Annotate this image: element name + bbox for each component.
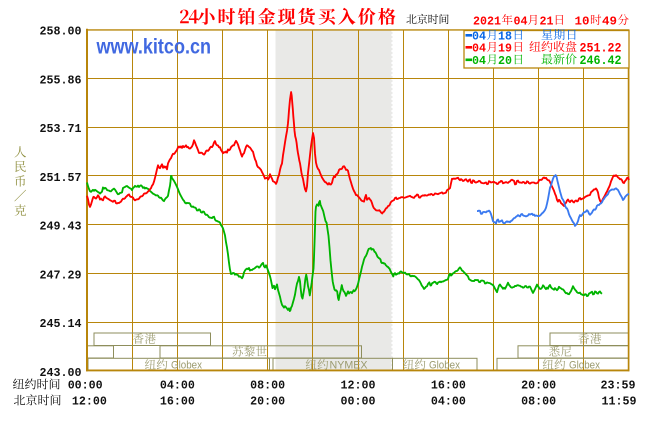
- svg-text:20: 20: [498, 54, 512, 68]
- svg-text:04: 04: [514, 14, 528, 28]
- svg-text:246.42: 246.42: [580, 54, 622, 68]
- svg-text:04:00: 04:00: [431, 394, 466, 408]
- svg-text:Globex: Globex: [429, 360, 460, 372]
- svg-text:04: 04: [472, 54, 486, 68]
- svg-text:253.71: 253.71: [40, 122, 82, 136]
- svg-text:16:00: 16:00: [431, 378, 466, 392]
- svg-text:258.00: 258.00: [40, 25, 82, 39]
- svg-text:20:00: 20:00: [521, 378, 556, 392]
- svg-text:245.14: 245.14: [40, 317, 82, 331]
- svg-text:21: 21: [540, 14, 554, 28]
- svg-text:2021: 2021: [473, 14, 501, 28]
- svg-text:04: 04: [472, 30, 486, 44]
- svg-text:Globex: Globex: [569, 360, 600, 372]
- svg-text:10: 10: [575, 14, 590, 28]
- svg-text:23:59: 23:59: [601, 378, 636, 392]
- svg-text:NYMEX: NYMEX: [330, 360, 369, 372]
- svg-text:49: 49: [602, 14, 617, 28]
- svg-text:18: 18: [498, 30, 512, 44]
- svg-text:04:00: 04:00: [160, 378, 195, 392]
- svg-text:00:00: 00:00: [68, 378, 103, 392]
- svg-text:16:00: 16:00: [160, 394, 195, 408]
- svg-text:11:59: 11:59: [602, 394, 637, 408]
- svg-text:Globex: Globex: [171, 360, 202, 372]
- svg-text:251.57: 251.57: [40, 171, 82, 185]
- svg-text:251.22: 251.22: [580, 42, 622, 56]
- svg-text:20:00: 20:00: [250, 394, 285, 408]
- svg-text:04: 04: [472, 42, 486, 56]
- svg-text:www.kitco.cn: www.kitco.cn: [96, 36, 211, 59]
- svg-text:19: 19: [498, 42, 512, 56]
- svg-text:243.00: 243.00: [40, 366, 82, 380]
- svg-text:08:00: 08:00: [250, 378, 285, 392]
- svg-text:247.29: 247.29: [40, 268, 82, 282]
- svg-text:00:00: 00:00: [341, 394, 376, 408]
- svg-text:12:00: 12:00: [72, 394, 107, 408]
- svg-text:249.43: 249.43: [40, 220, 82, 234]
- svg-text:08:00: 08:00: [521, 394, 556, 408]
- svg-text:12:00: 12:00: [341, 378, 376, 392]
- svg-text:255.86: 255.86: [40, 73, 82, 87]
